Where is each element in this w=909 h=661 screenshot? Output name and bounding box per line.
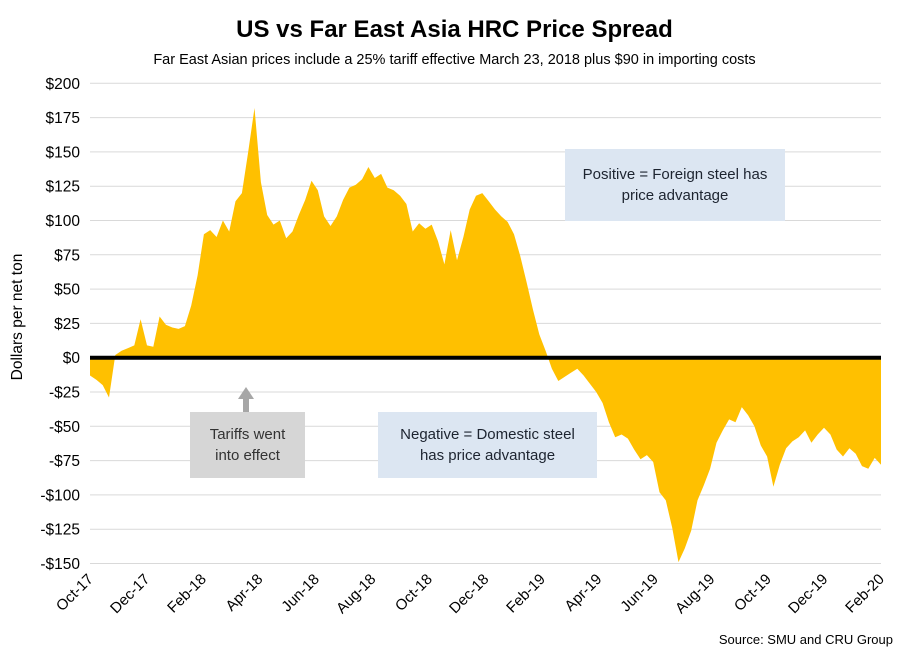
x-tick-label: Feb-20 <box>842 571 888 617</box>
y-tick-label: $50 <box>54 282 80 299</box>
y-tick-label: $125 <box>46 179 80 196</box>
x-tick-label: Oct-19 <box>731 571 775 615</box>
annotation-positive-text: Positive = Foreign steel has price advan… <box>582 166 768 204</box>
chart-subtitle: Far East Asian prices include a 25% tari… <box>153 52 756 68</box>
annotation-positive-spread: Positive = Foreign steel has price advan… <box>565 149 785 221</box>
x-tick-label: Dec-18 <box>446 571 492 617</box>
annotation-negative-text: Negative = Domestic steel has price adva… <box>400 426 575 464</box>
y-tick-label: $75 <box>54 247 80 264</box>
arrow-head <box>238 387 254 399</box>
y-tick-label: -$50 <box>49 419 80 436</box>
x-tick-label: Dec-17 <box>107 571 153 617</box>
annotation-tariffs-text: Tariffs went into effect <box>209 426 286 464</box>
x-tick-label: Apr-19 <box>561 571 605 615</box>
y-axis-labels: $200 $175 $150 $125 $100 $75 $50 $25 $0 -$25 -$50 -… <box>40 76 80 573</box>
arrow-shaft <box>243 398 249 412</box>
source-note: Source: SMU and CRU Group <box>718 632 893 647</box>
y-tick-label: -$125 <box>40 522 80 539</box>
y-tick-label: $200 <box>46 76 81 93</box>
up-arrow-icon <box>238 387 254 412</box>
x-tick-label: Feb-19 <box>503 571 549 617</box>
x-tick-label: Aug-18 <box>333 571 379 617</box>
y-tick-label: -$150 <box>40 556 80 573</box>
x-tick-label: Oct-18 <box>392 571 436 615</box>
x-tick-label: Oct-17 <box>53 571 97 615</box>
y-tick-label: -$75 <box>49 453 80 470</box>
x-tick-label: Feb-18 <box>164 571 210 617</box>
annotation-negative-spread: Negative = Domestic steel has price adva… <box>378 412 597 478</box>
x-axis-labels: Oct-17 Dec-17 Feb-18 Apr-18 Jun-18 Aug-18 Oct-… <box>53 571 888 617</box>
x-tick-label: Jun-18 <box>278 571 322 615</box>
chart-title: US vs Far East Asia HRC Price Spread <box>236 16 673 43</box>
y-tick-label: $175 <box>46 110 80 127</box>
annotation-tariffs: Tariffs went into effect <box>190 412 305 478</box>
x-tick-label: Apr-18 <box>222 571 266 615</box>
area-series-price-spread <box>90 108 881 563</box>
x-tick-label: Dec-19 <box>785 571 831 617</box>
x-tick-label: Jun-19 <box>617 571 661 615</box>
y-tick-label: $100 <box>46 213 81 230</box>
y-tick-label: $0 <box>63 350 81 367</box>
y-tick-label: -$100 <box>40 487 80 504</box>
x-tick-label: Aug-19 <box>672 571 718 617</box>
y-tick-label: -$25 <box>49 385 80 402</box>
y-tick-label: $150 <box>46 144 81 161</box>
y-tick-label: $25 <box>54 316 80 333</box>
y-axis-title: Dollars per net ton <box>9 254 26 381</box>
